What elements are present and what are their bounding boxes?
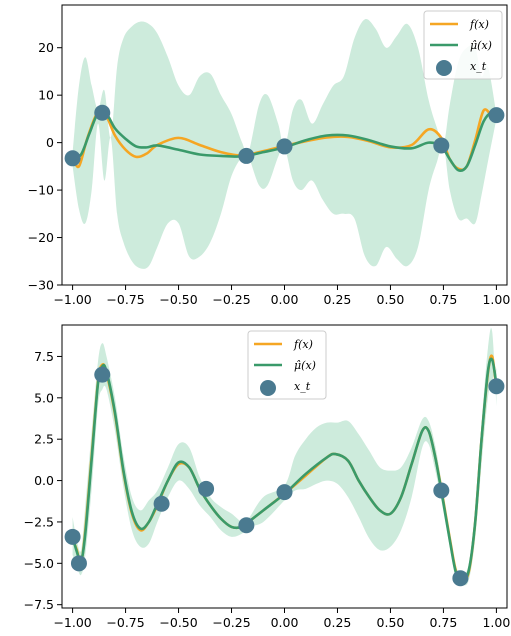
y-tick-label: 0: [46, 135, 54, 150]
data-point: [94, 104, 111, 121]
data-point: [238, 517, 255, 534]
data-point: [70, 555, 87, 572]
x-tick-label: −0.75: [106, 292, 144, 307]
x-tick-label: −0.75: [106, 615, 144, 630]
legend-entry-points-label: x_t: [470, 60, 487, 73]
x-tick-label: −0.50: [159, 292, 197, 307]
legend-entry-points-label: x_t: [294, 380, 311, 393]
y-tick-label: −30: [28, 278, 54, 293]
chart-bottom: −1.00 −0.75 −0.50 −0.25 0.00 0.25 0.50 0.75 1.00…: [24, 324, 510, 630]
confidence-band: [72, 18, 497, 269]
data-point: [198, 480, 215, 497]
x-tick-label: −1.00: [53, 292, 91, 307]
data-point: [488, 107, 505, 124]
data-point: [433, 137, 450, 154]
y-tick-label: 5.0: [34, 390, 54, 405]
y-tick-label: −10: [28, 183, 54, 198]
data-point: [238, 147, 255, 164]
legend: f(x) μ̂(x) x_t: [247, 330, 327, 400]
y-tick-label: 7.5: [34, 349, 54, 364]
legend-entry-f-label: f(x): [469, 18, 489, 31]
data-point: [64, 528, 81, 545]
y-tick-label: 20: [38, 40, 54, 55]
chart-top: −1.00 −0.75 −0.50 −0.25 0.00 0.25 0.50 0.75 1.00…: [28, 4, 510, 307]
y-tick-label: 2.5: [34, 432, 54, 447]
x-tick-label: 0.00: [271, 292, 299, 307]
x-tick-label: 1.00: [482, 292, 510, 307]
x-tick-label: 0.50: [377, 615, 405, 630]
x-tick-label: −0.25: [212, 615, 250, 630]
x-tick-label: −1.00: [53, 615, 91, 630]
y-tick-label: −5.0: [24, 556, 54, 571]
x-tick-label: −0.25: [212, 292, 250, 307]
plot-area: [64, 18, 505, 269]
x-tick-label: 0.25: [324, 615, 352, 630]
x-tick-label: 0.25: [324, 292, 352, 307]
legend-entry-f-label: f(x): [293, 338, 313, 351]
y-tick-label: 10: [38, 88, 54, 103]
series-mu-line: [71, 357, 498, 582]
data-point: [276, 484, 293, 501]
data-point: [64, 150, 81, 167]
x-tick-label: 0.50: [377, 292, 405, 307]
data-point: [433, 482, 450, 499]
x-tick-label: 0.00: [271, 615, 299, 630]
legend-entry-mu-label: μ̂(x): [294, 359, 316, 372]
y-tick-label: 0.0: [34, 473, 54, 488]
y-tick-label: −2.5: [24, 514, 54, 529]
legend: f(x) μ̂(x) x_t: [423, 10, 503, 80]
y-tick-label: −20: [28, 230, 54, 245]
legend-entry-mu-label: μ̂(x): [470, 39, 492, 52]
x-tick-label: 1.00: [482, 615, 510, 630]
data-point: [94, 366, 111, 383]
x-tick-label: −0.50: [159, 615, 197, 630]
x-tick-label: 0.75: [430, 615, 458, 630]
y-tick-label: −7.5: [24, 597, 54, 612]
x-tick-label: 0.75: [430, 292, 458, 307]
legend-entry-points-swatch: [436, 60, 452, 76]
data-point: [452, 570, 469, 587]
confidence-band: [72, 327, 497, 586]
data-point: [276, 138, 293, 155]
data-point: [488, 378, 505, 395]
plot-area: [64, 327, 505, 587]
data-point: [153, 495, 170, 512]
legend-entry-points-swatch: [260, 380, 276, 396]
